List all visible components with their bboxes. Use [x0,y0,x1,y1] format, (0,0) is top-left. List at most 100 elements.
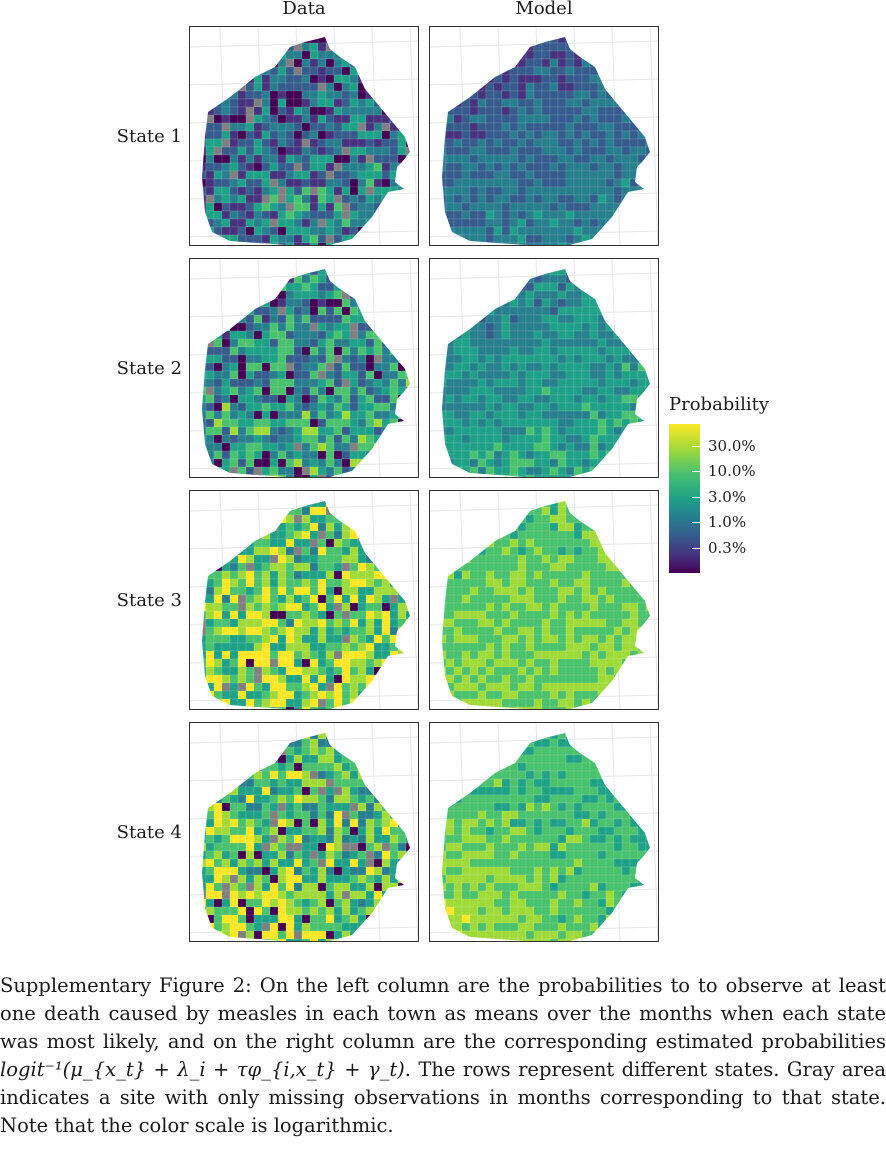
map-region-cell [493,202,503,212]
map-region-cell [333,578,343,588]
map-region-cell [430,363,438,371]
map-region-cell [493,170,503,180]
map-region-cell [202,450,207,460]
map-region-cell [597,234,607,244]
map-region-cell [373,522,383,532]
map-region-cell [293,82,303,92]
map-region-cell [541,114,551,124]
map-region-cell [442,290,447,300]
map-region-cell [237,362,247,372]
map-region-cell [621,74,631,84]
map-region-cell [637,578,647,588]
map-region-cell [525,194,535,204]
map-region-cell [629,242,639,245]
map-region-cell [550,27,558,35]
map-region-cell [357,170,367,180]
map-region-cell [549,106,559,116]
map-region-cell [565,458,575,468]
map-region-cell [309,530,319,540]
map-region-cell [509,338,519,348]
map-region-cell [621,442,631,452]
map-region-cell [365,218,375,228]
map-region-cell [565,690,575,700]
map-region-cell [485,346,495,356]
map-region-cell [613,322,623,332]
map-region-cell [469,506,479,516]
map-region-cell [285,626,295,636]
map-region-cell [381,330,391,340]
map-region-cell [373,530,383,540]
map-region-cell [501,362,511,372]
map-region-cell [381,610,391,620]
map-region-cell [589,634,599,644]
map-region-cell [245,98,255,108]
map-region-cell [277,682,287,692]
map-region-cell [517,682,527,692]
map-region-cell [469,394,479,404]
map-region-cell [605,586,615,596]
map-region-cell [229,122,239,132]
map-region-cell [309,306,319,316]
map-region-cell [381,90,391,100]
map-region-cell [253,194,263,204]
map-region-cell [190,139,198,147]
map-region-cell [517,458,527,468]
map-region-cell [597,538,607,548]
map-region-cell [517,82,527,92]
map-region-cell [621,674,631,684]
map-region-cell [237,474,247,477]
map-region-cell [253,122,263,132]
map-region-cell [221,202,231,212]
row-label-state-3: State 3 [116,590,182,611]
map-region-cell [389,282,399,292]
map-region-cell [213,354,223,364]
map-region-cell [509,202,519,212]
map-region-cell [589,226,599,236]
map-region-cell [509,298,519,308]
map-region-cell [533,346,543,356]
map-region-cell [469,698,479,708]
map-region-cell [325,690,335,700]
map-region-cell [317,346,327,356]
map-region-cell [533,642,543,652]
map-region-cell [501,218,511,228]
map-region-cell [261,733,271,740]
map-region-cell [277,434,287,444]
map-region-cell [237,202,247,212]
map-region-cell [606,491,614,499]
map-region-cell [293,106,303,116]
map-region-cell [613,290,623,300]
map-region-cell [525,74,535,84]
map-region-cell [373,466,383,476]
map-region-cell [509,506,519,516]
map-region-cell [645,234,650,244]
map-region-cell [349,418,359,428]
map-region-cell [229,338,239,348]
map-region-cell [621,162,631,172]
map-region-cell [621,346,631,356]
map-region-cell [205,346,215,356]
map-region-cell [638,27,646,35]
map-region-cell [525,338,535,348]
map-region-cell [293,346,303,356]
map-region-cell [541,42,551,52]
map-region-cell [442,90,447,100]
map-region-cell [325,698,335,708]
map-region-cell [581,66,591,76]
map-region-cell [629,122,639,132]
map-region-cell [637,602,647,612]
map-region-cell [557,434,567,444]
map-region-cell [629,642,639,652]
map-region-cell [221,322,231,332]
map-region-cell [293,466,303,476]
map-region-cell [221,434,231,444]
map-region-cell [565,610,575,620]
map-region-cell [309,242,319,245]
map-region-cell [269,138,279,148]
map-region-cell [541,602,551,612]
map-region-cell [581,282,591,292]
map-region-cell [613,234,623,244]
map-region-cell [430,419,438,427]
map-region-cell [309,314,319,324]
map-region-cell [477,530,487,540]
